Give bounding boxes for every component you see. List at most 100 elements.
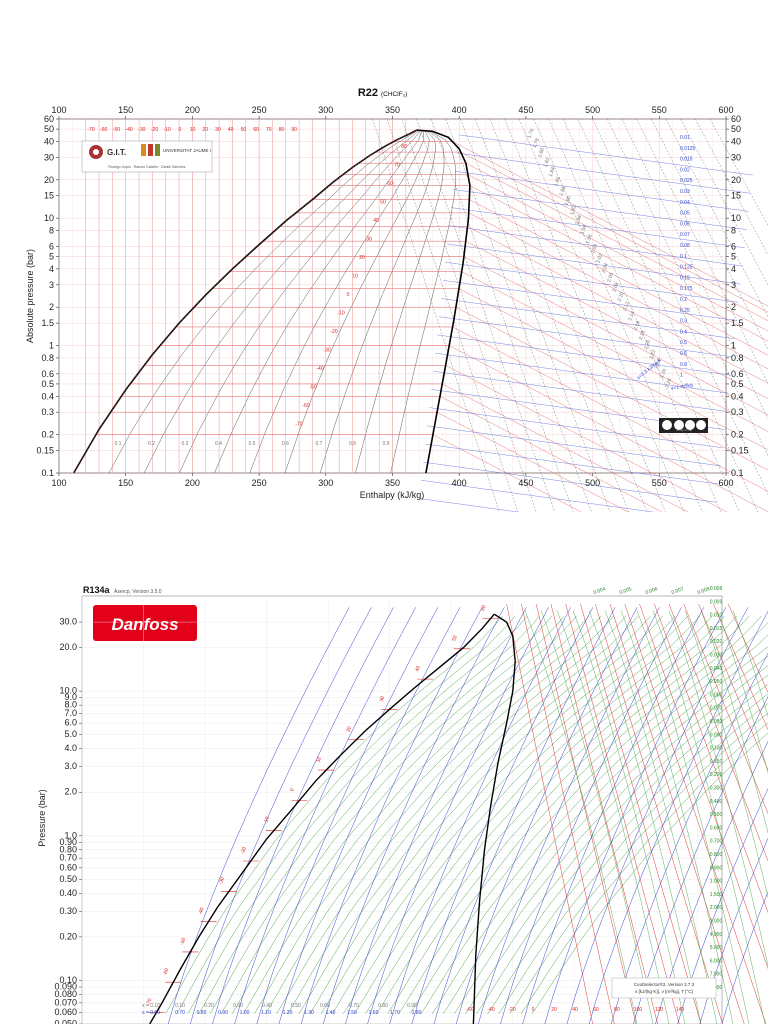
r134a-quality-label: 0.60 xyxy=(320,1003,330,1009)
r134a-volume-line-vapor xyxy=(652,610,766,1024)
r22-y-tick-label-right: 8 xyxy=(731,226,736,236)
r22-isotherm-label-top: -10 xyxy=(164,127,171,133)
r134a-entropy-line xyxy=(367,607,549,1024)
r22-isotherm-label-top: 80 xyxy=(279,127,285,133)
r22-quality-line xyxy=(143,131,419,474)
r22-y-tick-label-right: 4 xyxy=(731,264,736,274)
r134a-y-tick-label: 0.20 xyxy=(59,931,77,941)
r134a-entropy-bottom-label: 1.30 xyxy=(304,1010,314,1016)
r134a-entropy-bottom-label: 1.50 xyxy=(347,1010,357,1016)
r22-volume-label: 0.6 xyxy=(680,351,687,357)
r22-subtitle: (CHClF₂) xyxy=(381,91,407,98)
r134a-y-tick-label: 0.40 xyxy=(59,888,77,898)
r134a-temperature-bottom-label: -60 xyxy=(466,1007,473,1013)
r22-y-tick-label-right: 3 xyxy=(731,280,736,290)
r22-y-tick-label-left: 30 xyxy=(44,152,54,162)
r134a-y-tick-label: 6.0 xyxy=(64,718,77,728)
r22-y-tick-label-left: 1.5 xyxy=(41,318,54,328)
r134a-temperature-bottom-label: 60 xyxy=(593,1007,599,1013)
r134a-ph-chart: R134a Asercp, Version 3.5.0 Danfoss 0.05… xyxy=(0,580,768,1024)
r22-y-tick-label-right: 0.3 xyxy=(731,407,744,417)
r134a-quality-label: 0.80 xyxy=(378,1003,388,1009)
r134a-volume-line xyxy=(387,615,750,1014)
cc-license-badge: cc by nc sa xyxy=(659,418,708,433)
r134a-volume-line xyxy=(476,684,768,1014)
r134a-volume-line-vapor xyxy=(732,610,768,717)
r134a-volume-line xyxy=(165,615,503,1014)
r22-isotherm-label-inside: 20 xyxy=(359,255,365,261)
r22-isotherm-label-inside: -10 xyxy=(337,311,344,317)
r134a-volume-line xyxy=(198,615,540,1014)
r134a-volume-right-label: 0.500 xyxy=(710,812,723,818)
r22-volume-line xyxy=(423,461,717,503)
r134a-volume-right-label: 0.800 xyxy=(710,852,723,858)
r134a-volume-right-label: 0.100 xyxy=(710,746,723,752)
r134a-isotherm-line xyxy=(506,603,593,1024)
r134a-isotherm-line xyxy=(550,603,658,1024)
r22-quality-label: 0.2 xyxy=(148,441,155,447)
r22-isotherm-label-inside: 40 xyxy=(373,218,379,224)
r22-volume-label: 0.015 xyxy=(680,157,693,163)
r22-entropy-label: 1.92 xyxy=(569,205,578,216)
r22-isotherm-label-top: -60 xyxy=(100,127,107,133)
r22-volume-label: 0.03 xyxy=(680,189,690,195)
r134a-volume-line xyxy=(443,655,768,1014)
r134a-y-tick-label: 0.070 xyxy=(54,997,77,1007)
r22-volume-label: 0.0125 xyxy=(680,146,696,152)
r134a-volume-line-vapor xyxy=(716,610,768,774)
r134a-volume-right-label: 0.900 xyxy=(710,865,723,871)
r134a-volume-line-vapor xyxy=(524,610,638,1024)
r134a-volume-top-label: 0.008 xyxy=(697,586,711,596)
r134a-entropy-line xyxy=(566,607,749,1024)
r22-isotherm-superheat xyxy=(436,412,629,512)
r22-isotherm-label-inside: 80 xyxy=(401,144,407,150)
r134a-volume-right-label: 0.030 xyxy=(710,653,723,659)
r134a-volume-line-vapor xyxy=(588,610,702,1024)
r134a-volume-right-label: 0.400 xyxy=(710,799,723,805)
r22-title: R22 xyxy=(358,87,378,99)
r22-volume-line xyxy=(425,443,719,485)
r22-isotherm-label-inside: 30 xyxy=(366,237,372,243)
r134a-isotherm-line xyxy=(580,603,702,1024)
r134a-volume-line xyxy=(287,615,639,1014)
r134a-isotherm-label: -20 xyxy=(240,846,248,855)
r22-isotherm-label-inside: -50 xyxy=(309,385,316,391)
r134a-volume-line-vapor xyxy=(668,610,768,967)
r134a-isotherm-label: -70 xyxy=(145,998,153,1007)
r22-isotherm-label-inside: -60 xyxy=(302,403,309,409)
r22-y-tick-label-left: 2 xyxy=(49,302,54,312)
r22-isotherm-superheat xyxy=(469,199,768,356)
r134a-quality-label: 0.70 xyxy=(349,1003,359,1009)
r134a-volume-line xyxy=(254,615,602,1014)
r134a-entropy-line xyxy=(522,607,704,1024)
r22-y-tick-label-right: 0.6 xyxy=(731,369,744,379)
r22-y-tick-label-right: 0.15 xyxy=(731,446,749,456)
r134a-volume-right-label: 0.700 xyxy=(710,839,723,845)
r22-entropy-line xyxy=(431,118,574,512)
r22-volume-line xyxy=(427,425,721,467)
r134a-entropy-line xyxy=(433,607,616,1024)
r22-x-tick-label-bottom: 500 xyxy=(585,478,600,488)
r134a-isotherm-line xyxy=(654,603,768,913)
r22-volume-line xyxy=(435,352,729,394)
r134a-temperature-bottom-label: 140 xyxy=(676,1007,685,1013)
r22-x-tick-label-bottom: 400 xyxy=(452,478,467,488)
r22-entropy-label: 2.04 xyxy=(601,262,610,273)
r22-entropy-label: 1.98 xyxy=(585,233,594,244)
r134a-isotherm-label: 20 xyxy=(346,726,354,733)
r134a-volume-top-label: 0.007 xyxy=(671,586,685,596)
r134a-volume-line-vapor xyxy=(636,610,750,1024)
r134a-entropy-bottom-label: 1.40 xyxy=(326,1010,336,1016)
r22-entropy-label: 1.96 xyxy=(580,224,589,235)
r22-volume-line xyxy=(455,171,749,212)
r22-x-tick-label-bottom: 550 xyxy=(652,478,667,488)
r134a-volume-line xyxy=(331,615,688,1014)
r22-y-tick-label-left: 3 xyxy=(49,280,54,290)
r22-entropy-line xyxy=(372,118,500,512)
r22-y-tick-label-left: 0.8 xyxy=(41,353,54,363)
r134a-curves xyxy=(148,603,768,1024)
r134a-volume-line xyxy=(209,615,553,1014)
r22-isotherm-label-top: 0 xyxy=(179,127,182,133)
r22-x-tick-label-top: 450 xyxy=(518,105,533,115)
r22-x-tick-label-bottom: 200 xyxy=(185,478,200,488)
